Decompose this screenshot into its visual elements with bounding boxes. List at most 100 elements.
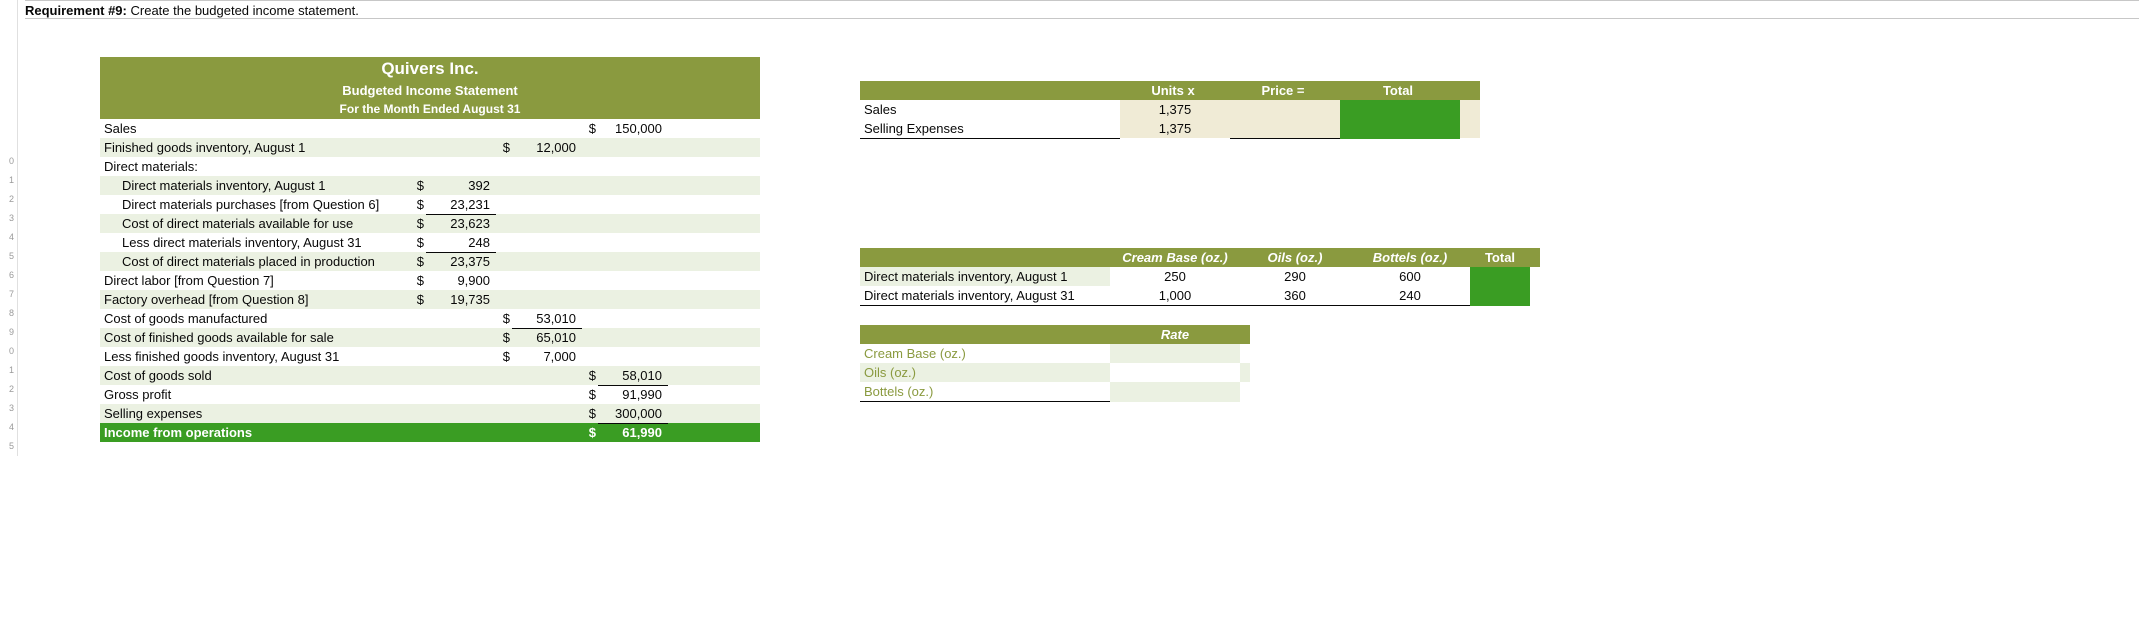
cell[interactable] [426,404,496,424]
cell[interactable]: Sales [860,100,1120,119]
cell[interactable] [598,157,668,176]
cell[interactable]: 23,623 [426,214,496,233]
cell[interactable] [410,119,426,138]
cell[interactable] [598,176,668,195]
cell[interactable] [496,385,512,404]
cell[interactable]: Cost of direct materials available for u… [100,214,410,233]
cell[interactable] [1340,119,1460,139]
cell[interactable] [426,366,496,386]
cell[interactable] [582,252,598,271]
cell[interactable]: Bottels (oz.) [860,382,1110,402]
cell[interactable] [410,328,426,347]
cell[interactable] [496,404,512,424]
cell[interactable]: $ [582,404,598,424]
cell[interactable]: Selling expenses [100,404,410,424]
cell[interactable] [582,214,598,233]
cell[interactable]: Gross profit [100,385,410,404]
cell[interactable]: $ [582,366,598,386]
cell[interactable] [512,157,582,176]
cell[interactable] [582,157,598,176]
cell[interactable] [410,385,426,404]
cell[interactable]: Factory overhead [from Question 8] [100,290,410,309]
cell[interactable] [598,252,668,271]
cell[interactable]: 240 [1350,286,1470,306]
cell[interactable]: 250 [1110,267,1240,286]
cell[interactable]: Cost of direct materials placed in produ… [100,252,410,271]
cell[interactable] [426,138,496,157]
cell[interactable]: Direct labor [from Question 7] [100,271,410,290]
cell[interactable] [410,423,426,442]
cell[interactable] [582,290,598,309]
cell[interactable]: $ [410,214,426,233]
cell[interactable]: $ [410,195,426,215]
cell[interactable]: $ [496,309,512,329]
cell[interactable] [496,366,512,386]
cell[interactable]: $ [410,271,426,290]
cell[interactable] [410,366,426,386]
cell[interactable]: Direct materials purchases [from Questio… [100,195,410,215]
cell[interactable]: 9,900 [426,271,496,290]
cell[interactable]: $ [410,290,426,309]
cell[interactable] [410,347,426,366]
cell[interactable] [496,290,512,309]
cell[interactable] [598,347,668,366]
cell[interactable]: 7,000 [512,347,582,366]
cell[interactable] [598,214,668,233]
cell[interactable]: 61,990 [598,423,668,442]
cell[interactable]: $ [410,233,426,253]
cell[interactable] [1230,119,1340,139]
cell[interactable] [582,309,598,329]
cell[interactable] [410,404,426,424]
cell[interactable] [496,195,512,215]
cell[interactable] [582,138,598,157]
cell[interactable] [426,328,496,347]
cell[interactable] [410,138,426,157]
cell[interactable]: 12,000 [512,138,582,157]
cell[interactable] [598,290,668,309]
cell[interactable]: 1,000 [1110,286,1240,306]
cell[interactable] [496,271,512,290]
cell[interactable]: Less finished goods inventory, August 31 [100,347,410,366]
cell[interactable]: $ [496,138,512,157]
cell[interactable] [496,252,512,271]
cell[interactable]: Cost of goods sold [100,366,410,386]
cell[interactable] [426,347,496,366]
cell[interactable]: 360 [1240,286,1350,306]
cell[interactable] [1340,100,1460,119]
cell[interactable] [582,328,598,347]
cell[interactable]: Less direct materials inventory, August … [100,233,410,253]
cell[interactable]: $ [582,423,598,442]
cell[interactable]: Cost of goods manufactured [100,309,410,329]
cell[interactable]: 248 [426,233,496,253]
cell[interactable] [512,233,582,253]
cell[interactable] [426,309,496,329]
cell[interactable] [410,157,426,176]
cell[interactable] [582,347,598,366]
cell[interactable]: $ [582,119,598,138]
cell[interactable]: 150,000 [598,119,668,138]
cell[interactable]: $ [410,176,426,195]
cell[interactable] [496,119,512,138]
cell[interactable]: Selling Expenses [860,119,1120,139]
cell[interactable] [582,195,598,215]
cell[interactable] [598,271,668,290]
cell[interactable] [496,157,512,176]
cell[interactable]: Income from operations [100,423,410,442]
cell[interactable]: 23,375 [426,252,496,271]
cell[interactable]: Cost of finished goods available for sal… [100,328,410,347]
cell[interactable] [426,119,496,138]
cell[interactable]: Direct materials: [100,157,410,176]
cell[interactable] [598,195,668,215]
cell[interactable] [512,176,582,195]
cell[interactable]: Sales [100,119,410,138]
cell[interactable] [1230,100,1340,119]
cell[interactable] [1470,286,1530,306]
cell[interactable]: $ [410,252,426,271]
cell[interactable]: 600 [1350,267,1470,286]
cell[interactable] [512,119,582,138]
cell[interactable] [1110,382,1240,402]
cell[interactable]: $ [496,328,512,347]
cell[interactable]: 65,010 [512,328,582,347]
cell[interactable] [598,233,668,253]
cell[interactable]: 392 [426,176,496,195]
